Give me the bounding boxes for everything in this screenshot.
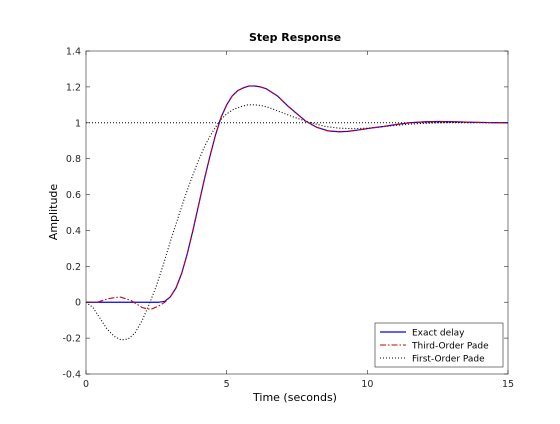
x-tick-label: 15 [502, 379, 514, 390]
legend-label-first-order-pade: First-Order Pade [412, 355, 485, 365]
legend: Exact delay Third-Order Pade First-Order… [374, 322, 504, 368]
x-tick-label: 10 [361, 379, 373, 390]
y-tick-label: -0.2 [62, 334, 81, 345]
axes-box [85, 50, 509, 375]
legend-label-exact-delay: Exact delay [412, 329, 465, 339]
y-tick-label: -0.4 [62, 370, 81, 381]
x-tick-label: 5 [224, 379, 230, 390]
ticks-layer: 0 5 10 15 -0.4 -0.2 0 0.2 0.4 0.6 0.8 1 1.2 1.4 [62, 47, 514, 391]
x-tick-label: 0 [83, 379, 89, 390]
y-tick-label: 0.4 [66, 226, 81, 237]
y-tick-label: 1.2 [66, 82, 81, 93]
series-line-third-order-pade [86, 85, 509, 310]
y-tick-label: 0.8 [66, 154, 81, 165]
y-tick-label: 1 [75, 118, 81, 129]
y-axis-label: Amplitude [47, 184, 60, 241]
x-axis-label: Time (seconds) [252, 391, 337, 404]
plot-background [86, 51, 508, 374]
legend-label-third-order-pade: Third-Order Pade [411, 342, 489, 352]
chart-title: Step Response [249, 31, 341, 44]
series-layer [85, 85, 509, 341]
y-tick-label: 1.4 [66, 47, 81, 58]
y-tick-label: 0.6 [66, 190, 81, 201]
y-tick-label: 0 [75, 298, 81, 309]
y-tick-label: 0.2 [66, 262, 81, 273]
